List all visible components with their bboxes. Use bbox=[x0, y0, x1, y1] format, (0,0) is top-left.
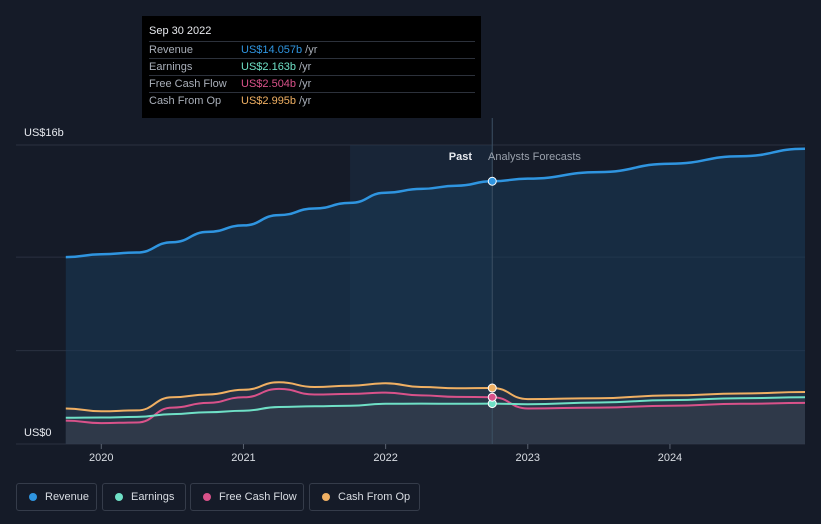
legend-item-revenue[interactable]: Revenue bbox=[16, 483, 97, 511]
series-area bbox=[65, 388, 805, 444]
tooltip-value: US$2.995b/yr bbox=[241, 95, 312, 107]
legend-dot-icon bbox=[322, 493, 330, 501]
tooltip-label: Free Cash Flow bbox=[149, 78, 227, 90]
legend-label: Revenue bbox=[45, 491, 90, 503]
tooltip-value: US$14.057b/yr bbox=[241, 44, 318, 56]
series-line-free-cash-flow[interactable] bbox=[65, 387, 806, 425]
legend-item-earnings[interactable]: Earnings bbox=[102, 483, 186, 511]
tooltip-value: US$2.163b/yr bbox=[241, 61, 312, 73]
tooltip-row-free-cash-flow: Free Cash Flow US$2.504b/yr bbox=[149, 75, 475, 93]
series-line-revenue[interactable] bbox=[65, 147, 806, 259]
legend-label: Free Cash Flow bbox=[219, 491, 297, 503]
area-fills bbox=[65, 148, 805, 444]
tooltip-row-earnings: Earnings US$2.163b/yr bbox=[149, 58, 475, 76]
marker-cash-from-op bbox=[487, 383, 497, 393]
marker-free-cash-flow bbox=[487, 392, 497, 402]
y-axis-bottom-label: US$0 bbox=[24, 427, 52, 439]
legend-label: Cash From Op bbox=[338, 491, 411, 503]
legend-dot-icon bbox=[203, 493, 211, 501]
x-tick-label: 2024 bbox=[658, 452, 682, 464]
legend-dot-icon bbox=[29, 493, 37, 501]
series-line-cash-from-op[interactable] bbox=[65, 381, 806, 413]
tooltip-row-cash-from-op: Cash From Op US$2.995b/yr bbox=[149, 92, 475, 110]
x-axis-ticks: 2020 2021 2022 2023 2024 bbox=[89, 444, 682, 464]
tooltip-row-revenue: Revenue US$14.057b/yr bbox=[149, 41, 475, 59]
revenue-area bbox=[65, 148, 805, 444]
series-area bbox=[65, 397, 805, 444]
legend-label: Earnings bbox=[131, 491, 175, 503]
legend-item-free-cash-flow[interactable]: Free Cash Flow bbox=[190, 483, 304, 511]
legend-item-cash-from-op[interactable]: Cash From Op bbox=[309, 483, 420, 511]
marker-revenue bbox=[487, 176, 497, 186]
x-tick-label: 2023 bbox=[516, 452, 540, 464]
tooltip-date: Sep 30 2022 bbox=[149, 25, 212, 37]
legend-dot-icon bbox=[115, 493, 123, 501]
tooltip: Sep 30 2022 Revenue US$14.057b/yr Earnin… bbox=[142, 16, 481, 118]
series-line-earnings[interactable] bbox=[65, 396, 806, 419]
y-axis-top-label: US$16b bbox=[24, 127, 64, 139]
x-tick-label: 2020 bbox=[89, 452, 113, 464]
tooltip-label: Revenue bbox=[149, 44, 194, 56]
series-area bbox=[65, 382, 805, 444]
x-tick-label: 2021 bbox=[231, 452, 255, 464]
series-lines[interactable] bbox=[65, 147, 806, 425]
hover-markers bbox=[487, 176, 497, 409]
tooltip-label: Earnings bbox=[149, 61, 193, 73]
tooltip-label: Cash From Op bbox=[149, 95, 222, 107]
tooltip-value: US$2.504b/yr bbox=[241, 78, 312, 90]
x-tick-label: 2022 bbox=[373, 452, 397, 464]
forecast-label: Analysts Forecasts bbox=[488, 151, 581, 163]
past-label: Past bbox=[449, 151, 473, 163]
